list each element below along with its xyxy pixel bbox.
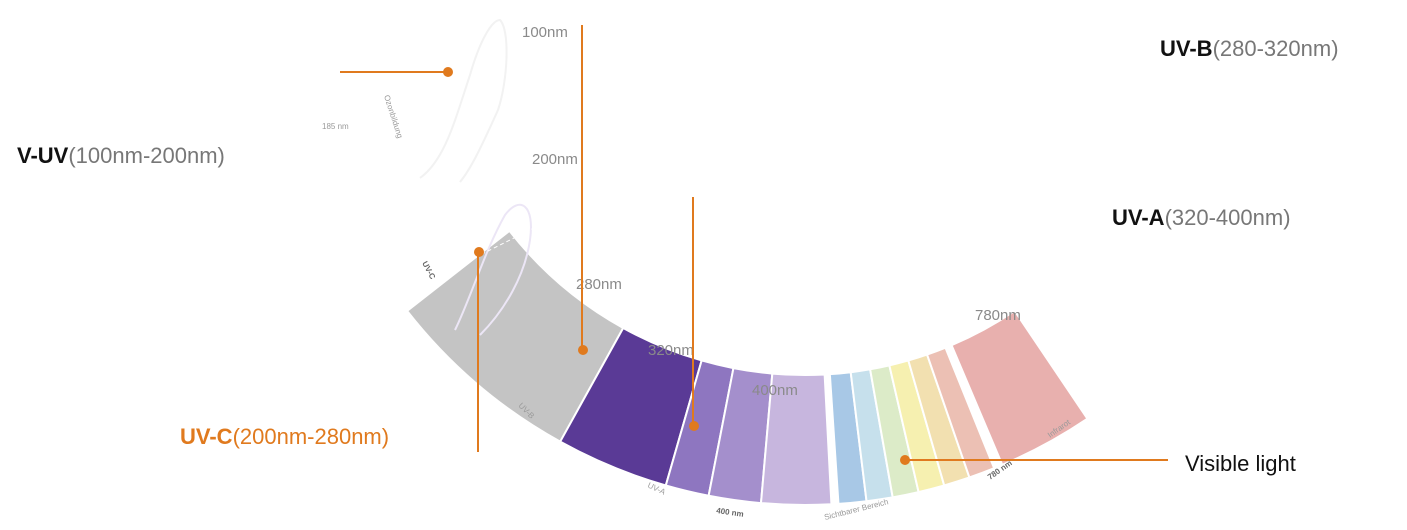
wavelength-780nm: 780nm xyxy=(975,307,1021,324)
wavelength-200nm: 200nm xyxy=(532,151,578,168)
label-uvc-band: UV-C xyxy=(420,260,437,281)
uvc-emission-curve xyxy=(454,203,532,336)
vuv-key: V-UV xyxy=(17,143,69,168)
wavelength-320nm: 320nm xyxy=(648,342,694,359)
wavelength-100nm: 100nm xyxy=(522,24,568,41)
uva-range: (320-400nm) xyxy=(1164,205,1291,230)
vuv-category-label: V-UV(100nm-200nm) xyxy=(17,143,225,169)
label-400nm-small: 400 nm xyxy=(716,506,745,519)
label-185nm: 185 nm xyxy=(322,122,349,131)
wavelength-400nm: 400nm xyxy=(752,382,798,399)
band-uva xyxy=(759,372,833,506)
wavelength-280nm: 280nm xyxy=(576,276,622,293)
uvc-dot xyxy=(474,247,484,257)
visible-dot xyxy=(900,455,910,465)
uvb-key: UV-B xyxy=(1160,36,1213,61)
visible-light-label: Visible light xyxy=(1185,451,1296,476)
uvb-dot xyxy=(578,345,588,355)
uvb-category-label: UV-B(280-320nm) xyxy=(1160,36,1339,62)
band-infrared xyxy=(950,309,1089,467)
uva-category-label: UV-A(320-400nm) xyxy=(1112,205,1291,231)
uva-dot xyxy=(689,421,699,431)
label-ozonbildung: Ozonbildung xyxy=(382,94,404,140)
vuv-emission-curve xyxy=(419,18,508,183)
uvb-range: (280-320nm) xyxy=(1212,36,1339,61)
uva-key: UV-A xyxy=(1112,205,1165,230)
uvc-key: UV-C xyxy=(180,424,233,449)
vuv-dashed-axis xyxy=(424,64,501,96)
vuv-range: (100nm-200nm) xyxy=(68,143,225,168)
vuv-dot xyxy=(443,67,453,77)
leader-lines xyxy=(340,25,1168,461)
leader-dots xyxy=(443,67,910,465)
uvc-category-label: UV-C(200nm-280nm) xyxy=(180,424,389,450)
band-red xyxy=(925,346,996,479)
spectrum-arc xyxy=(405,229,1089,506)
uvc-dashed-axis xyxy=(449,224,541,271)
uvc-range: (200nm-280nm) xyxy=(232,424,390,449)
